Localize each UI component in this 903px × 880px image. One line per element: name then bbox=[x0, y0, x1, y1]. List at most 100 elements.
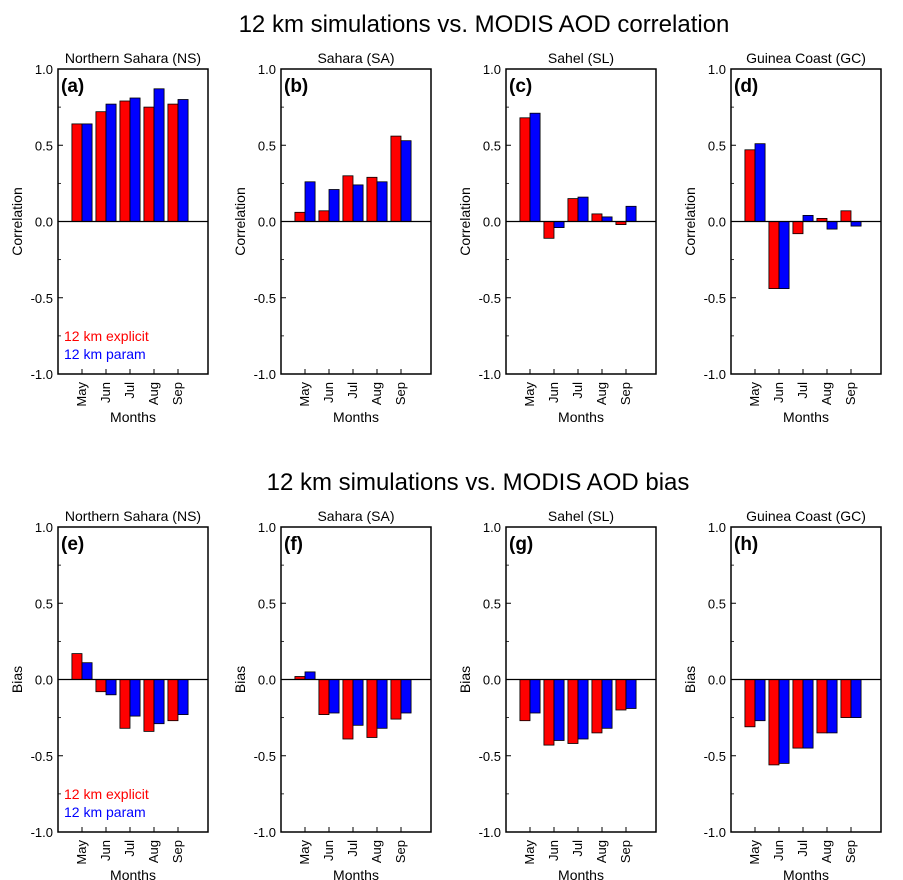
panel-letter: (c) bbox=[509, 76, 532, 97]
x-tick-label: Jun bbox=[321, 382, 336, 403]
legend-param: 12 km param bbox=[64, 804, 146, 820]
y-tick-label: 1.0 bbox=[708, 520, 726, 535]
bar-param-sep bbox=[625, 205, 637, 223]
y-tick-label: 0.5 bbox=[35, 138, 53, 153]
y-tick-label: -0.5 bbox=[254, 749, 276, 764]
bar-param-sep bbox=[177, 679, 189, 715]
x-tick-label: Jul bbox=[795, 840, 810, 857]
bar-param-sep bbox=[625, 679, 637, 709]
panel-letter: (e) bbox=[61, 534, 84, 555]
bar-param-aug bbox=[153, 679, 165, 725]
bar-param-may bbox=[754, 143, 766, 222]
y-tick-label: 0.0 bbox=[35, 215, 53, 230]
panels: May Jun Jul Aug Sep 1.0 0.5 0.0 -0.5 -1.0 Northern… bbox=[9, 50, 882, 880]
bar-explicit-jul bbox=[119, 679, 131, 729]
bar-explicit-jun bbox=[95, 111, 107, 222]
y-tick-label: 0.5 bbox=[258, 596, 276, 611]
y-tick-label: -1.0 bbox=[31, 367, 53, 382]
x-tick-label: Aug bbox=[594, 840, 609, 863]
bar-param-may bbox=[529, 112, 541, 222]
y-tick-label: 1.0 bbox=[483, 520, 501, 535]
bar-explicit-may bbox=[294, 211, 306, 222]
bar-explicit-jun bbox=[768, 221, 780, 289]
bar-param-jul bbox=[577, 679, 589, 740]
x-tick-label: Jul bbox=[570, 382, 585, 399]
y-tick-label: -0.5 bbox=[31, 749, 53, 764]
chart-panel-6: May Jun Jul Aug Sep 1.0 0.5 0.0 -0.5 -1.0 Sahara (… bbox=[232, 508, 432, 880]
y-tick-label: -0.5 bbox=[704, 291, 726, 306]
y-tick-label: -0.5 bbox=[254, 291, 276, 306]
x-axis-label: Months bbox=[110, 409, 156, 425]
y-axis-label: Correlation bbox=[9, 187, 25, 255]
bar-param-sep bbox=[850, 221, 862, 227]
x-tick-label: Aug bbox=[146, 382, 161, 405]
y-tick-label: 1.0 bbox=[258, 62, 276, 77]
x-tick-label: Aug bbox=[369, 382, 384, 405]
bar-explicit-sep bbox=[615, 679, 627, 711]
bar-explicit-jul bbox=[567, 679, 579, 744]
bar-param-aug bbox=[601, 679, 613, 729]
y-tick-label: 0.0 bbox=[708, 215, 726, 230]
y-tick-label: 0.0 bbox=[258, 673, 276, 688]
bar-param-aug bbox=[826, 221, 838, 230]
y-tick-label: -1.0 bbox=[479, 367, 501, 382]
x-tick-label: Sep bbox=[393, 840, 408, 863]
y-tick-label: 0.5 bbox=[708, 138, 726, 153]
x-tick-label: Jul bbox=[122, 382, 137, 399]
x-axis-label: Months bbox=[783, 867, 829, 880]
x-tick-label: Jun bbox=[546, 840, 561, 861]
panel-title: Northern Sahara (NS) bbox=[65, 50, 201, 66]
bar-param-jul bbox=[352, 184, 364, 222]
bar-param-may bbox=[304, 181, 316, 222]
bar-explicit-jul bbox=[792, 221, 804, 235]
bar-param-jun bbox=[553, 679, 565, 741]
x-tick-label: Aug bbox=[819, 840, 834, 863]
x-tick-label: Sep bbox=[618, 840, 633, 863]
panel-letter: (d) bbox=[734, 76, 758, 97]
bar-param-jun bbox=[778, 221, 790, 289]
bar-explicit-sep bbox=[840, 679, 852, 718]
bar-param-sep bbox=[177, 99, 189, 222]
x-axis-label: Months bbox=[558, 867, 604, 880]
x-axis-label: Months bbox=[783, 409, 829, 425]
x-axis-label: Months bbox=[110, 867, 156, 880]
chart-panel-3: May Jun Jul Aug Sep 1.0 0.5 0.0 -0.5 -1.0 Sahel (S… bbox=[457, 50, 657, 425]
bar-explicit-jul bbox=[119, 100, 131, 222]
bar-explicit-aug bbox=[143, 106, 155, 222]
bar-explicit-jun bbox=[543, 221, 555, 239]
bar-param-may bbox=[81, 662, 93, 680]
bar-param-jun bbox=[105, 679, 117, 696]
chart-panel-2: May Jun Jul Aug Sep 1.0 0.5 0.0 -0.5 -1.0 Sahara (… bbox=[232, 50, 432, 425]
bar-param-sep bbox=[400, 140, 412, 222]
x-axis-label: Months bbox=[333, 867, 379, 880]
bar-param-jun bbox=[778, 679, 790, 764]
y-axis-label: Bias bbox=[232, 666, 248, 693]
panel-letter: (f) bbox=[284, 534, 303, 555]
bar-explicit-may bbox=[744, 149, 756, 222]
bar-explicit-jun bbox=[768, 679, 780, 766]
bar-param-jul bbox=[577, 196, 589, 222]
y-tick-label: -1.0 bbox=[254, 367, 276, 382]
panel-title: Guinea Coast (GC) bbox=[746, 50, 866, 66]
figure-title-bias: 12 km simulations vs. MODIS AOD bias bbox=[267, 469, 690, 496]
bar-param-aug bbox=[376, 679, 388, 729]
bar-explicit-jun bbox=[543, 679, 555, 746]
bar-param-may bbox=[529, 679, 541, 714]
y-tick-label: -1.0 bbox=[704, 367, 726, 382]
chart-panel-5: May Jun Jul Aug Sep 1.0 0.5 0.0 -0.5 -1.0 Northern… bbox=[9, 508, 209, 880]
y-tick-label: -1.0 bbox=[254, 825, 276, 840]
x-tick-label: Jun bbox=[771, 840, 786, 861]
chart-panel-1: May Jun Jul Aug Sep 1.0 0.5 0.0 -0.5 -1.0 Northern… bbox=[9, 50, 209, 425]
bar-param-aug bbox=[601, 216, 613, 222]
x-tick-label: Sep bbox=[170, 840, 185, 863]
x-tick-label: May bbox=[74, 840, 89, 865]
bar-explicit-sep bbox=[167, 679, 179, 722]
bar-explicit-jun bbox=[95, 679, 107, 693]
bar-explicit-sep bbox=[390, 135, 402, 222]
panel-title: Sahara (SA) bbox=[317, 508, 394, 524]
y-tick-label: 0.5 bbox=[35, 596, 53, 611]
bar-param-aug bbox=[826, 679, 838, 734]
bar-param-may bbox=[754, 679, 766, 722]
panel-letter: (b) bbox=[284, 76, 308, 97]
